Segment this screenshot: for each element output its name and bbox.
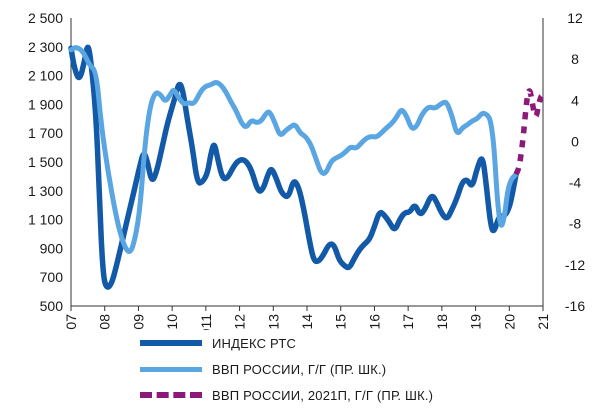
series-line-gdp xyxy=(68,45,519,254)
left-tick-label: 1 100 xyxy=(28,212,63,228)
x-tick-label: 2020 xyxy=(501,314,517,330)
series-layer xyxy=(68,44,544,290)
legend-swatch-gdp xyxy=(140,366,202,372)
series-line-gdp-forecast xyxy=(513,88,544,176)
right-axis-ticks: 12 8 4 0 -4 -8 -12 -16 xyxy=(565,10,585,314)
chart: 2 500 2 300 2 100 1 900 1 700 1 500 1 300 1 100… xyxy=(28,10,585,330)
left-tick-label: 1 900 xyxy=(28,96,63,112)
x-tick-label: 2009 xyxy=(130,314,146,330)
left-tick-label: 700 xyxy=(40,269,64,285)
x-tick-label: 2015 xyxy=(333,314,349,330)
right-tick-label: 0 xyxy=(571,133,579,149)
legend-item-rts: ИНДЕКС РТС xyxy=(140,330,560,356)
legend: ИНДЕКС РТС ВВП РОССИИ, Г/Г (ПР. ШК.) ВВП… xyxy=(140,330,560,408)
x-tick-label: 2010 xyxy=(164,314,180,330)
x-tick-label: 2017 xyxy=(400,314,416,330)
right-tick-label: 12 xyxy=(567,10,583,26)
right-tick-label: -16 xyxy=(565,298,585,314)
legend-label-rts: ИНДЕКС РТС xyxy=(212,335,297,351)
left-axis-ticks: 2 500 2 300 2 100 1 900 1 700 1 500 1 300 1 100… xyxy=(28,10,63,314)
legend-swatch-rts xyxy=(140,340,202,346)
right-tick-label: -8 xyxy=(569,216,582,232)
x-tick-label: 2021 xyxy=(535,314,551,330)
right-tick-label: 8 xyxy=(571,51,579,67)
x-tick-label: 2014 xyxy=(299,314,315,330)
x-tick-label: 2011 xyxy=(198,314,214,330)
x-tick-label: 2007 xyxy=(63,314,79,330)
left-tick-label: 500 xyxy=(40,298,64,314)
x-tick-label: 2019 xyxy=(468,314,484,330)
legend-item-gdp-forecast: ВВП РОССИИ, 2021П, Г/Г (ПР. ШК.) xyxy=(140,382,560,408)
legend-label-gdp: ВВП РОССИИ, Г/Г (ПР. ШК.) xyxy=(212,361,387,377)
x-tick-label: 2008 xyxy=(97,314,113,330)
series-line-rts-index xyxy=(68,44,519,290)
x-tick-label: 2016 xyxy=(366,314,382,330)
left-tick-label: 900 xyxy=(40,240,64,256)
legend-item-gdp: ВВП РОССИИ, Г/Г (ПР. ШК.) xyxy=(140,356,560,382)
left-tick-label: 1 300 xyxy=(28,183,63,199)
x-tick-label: 2013 xyxy=(265,314,281,330)
x-tick-label: 2012 xyxy=(232,314,248,330)
left-tick-label: 1 500 xyxy=(28,154,63,170)
left-tick-label: 1 700 xyxy=(28,125,63,141)
legend-swatch-gdp-forecast xyxy=(140,392,202,398)
right-tick-label: -4 xyxy=(569,175,582,191)
left-tick-label: 2 500 xyxy=(28,10,63,26)
left-tick-label: 2 100 xyxy=(28,68,63,84)
left-tick-label: 2 300 xyxy=(28,39,63,55)
x-tick-label: 2018 xyxy=(434,314,450,330)
right-tick-label: 4 xyxy=(571,92,579,108)
right-tick-label: -12 xyxy=(565,257,585,273)
legend-label-gdp-forecast: ВВП РОССИИ, 2021П, Г/Г (ПР. ШК.) xyxy=(212,387,434,403)
x-axis-ticks: 2007 2008 2009 2010 2011 2012 2013 2014 2015 2016… xyxy=(63,306,551,330)
